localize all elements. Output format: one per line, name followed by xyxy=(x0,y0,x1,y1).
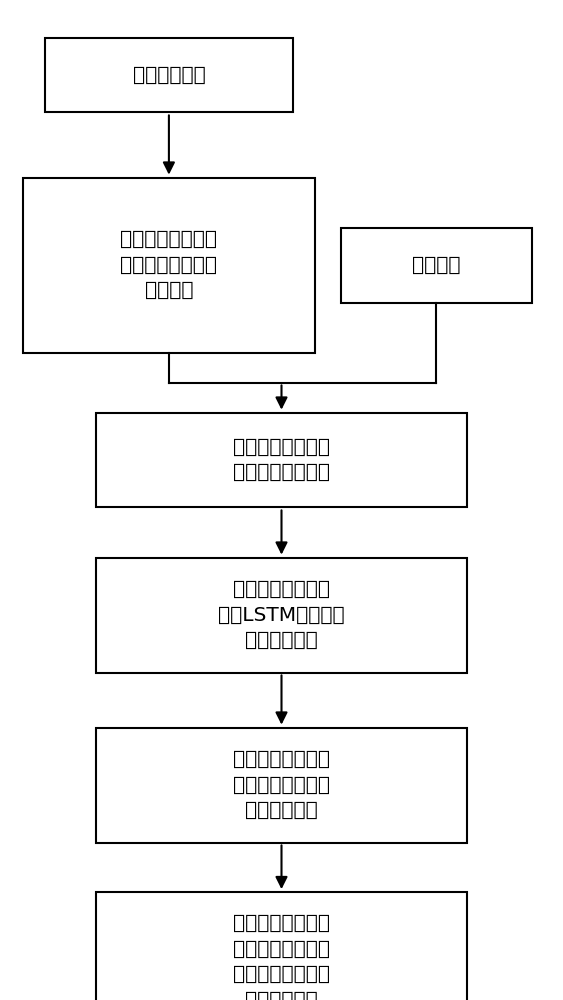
Text: 建立训练数据集，
采用LSTM循环神经
网络进行训练: 建立训练数据集， 采用LSTM循环神经 网络进行训练 xyxy=(218,580,345,650)
FancyBboxPatch shape xyxy=(341,228,532,302)
Text: 离子电流信号: 离子电流信号 xyxy=(132,66,205,85)
FancyBboxPatch shape xyxy=(96,728,467,842)
Text: 缸压信号: 缸压信号 xyxy=(412,255,461,274)
FancyBboxPatch shape xyxy=(96,412,467,507)
Text: 建立基于离子电流
信号的早燃与积碳
最优判断模型: 建立基于离子电流 信号的早燃与积碳 最优判断模型 xyxy=(233,750,330,820)
FancyBboxPatch shape xyxy=(45,37,293,112)
Text: 结合缸压信号，进
一步区分早燃循环: 结合缸压信号，进 一步区分早燃循环 xyxy=(233,438,330,482)
FancyBboxPatch shape xyxy=(23,178,315,353)
FancyBboxPatch shape xyxy=(96,892,467,1000)
Text: 通过模型，利用离
子电流信号实时对
早燃及积碳循环进
行判断与区分: 通过模型，利用离 子电流信号实时对 早燃及积碳循环进 行判断与区分 xyxy=(233,914,330,1000)
FancyBboxPatch shape xyxy=(96,558,467,672)
Text: 根据离子电流信号
初步标记出早燃、
积碳循环: 根据离子电流信号 初步标记出早燃、 积碳循环 xyxy=(120,230,217,300)
